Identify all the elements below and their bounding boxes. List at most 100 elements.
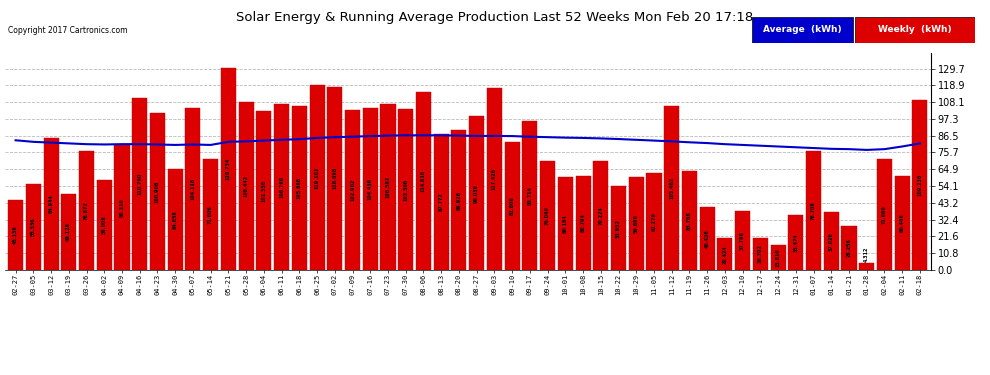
Text: 109.236: 109.236 (918, 174, 923, 196)
Text: 106.766: 106.766 (279, 176, 284, 198)
Bar (877, 159, 892, 270)
Text: 105.402: 105.402 (669, 177, 674, 199)
Text: 119.102: 119.102 (315, 166, 320, 189)
Text: 84.944: 84.944 (49, 195, 53, 213)
Bar (575, 176, 591, 270)
Text: 55.536: 55.536 (31, 217, 36, 236)
Text: 53.952: 53.952 (616, 219, 621, 237)
Text: 129.734: 129.734 (226, 158, 231, 180)
Bar (629, 177, 644, 270)
Text: Average  (kWh): Average (kWh) (763, 26, 841, 34)
Bar (398, 109, 413, 270)
Bar (913, 100, 928, 270)
Text: 49.128: 49.128 (66, 222, 71, 241)
Bar (97, 180, 112, 270)
Text: 37.796: 37.796 (741, 231, 745, 250)
Text: 70.224: 70.224 (598, 206, 603, 225)
Bar (115, 145, 130, 270)
Bar (61, 194, 76, 270)
Text: 37.026: 37.026 (829, 232, 834, 251)
Bar (256, 111, 271, 270)
Text: 58.008: 58.008 (102, 216, 107, 234)
Text: 99.036: 99.036 (474, 184, 479, 203)
Bar (221, 69, 236, 270)
Bar (185, 108, 200, 270)
Text: 60.446: 60.446 (900, 214, 905, 232)
Bar (487, 88, 502, 270)
Text: 35.474: 35.474 (793, 233, 798, 252)
Text: 82.606: 82.606 (510, 196, 515, 215)
Bar (664, 106, 679, 270)
Bar (26, 184, 41, 270)
Text: 60.794: 60.794 (580, 213, 585, 232)
Text: 20.702: 20.702 (758, 244, 763, 263)
Text: 80.310: 80.310 (120, 198, 125, 217)
Text: 20.424: 20.424 (723, 245, 728, 264)
Bar (842, 226, 856, 270)
FancyBboxPatch shape (855, 17, 975, 43)
Bar (451, 130, 466, 270)
Bar (557, 177, 573, 270)
Bar (682, 171, 697, 270)
Bar (646, 173, 661, 270)
Bar (700, 207, 715, 270)
Bar (523, 121, 538, 270)
Text: 87.772: 87.772 (439, 192, 444, 211)
Text: 110.790: 110.790 (138, 173, 143, 195)
Bar (806, 151, 821, 270)
Bar (362, 108, 378, 270)
Bar (505, 142, 520, 270)
Bar (416, 92, 431, 270)
Text: 117.426: 117.426 (492, 168, 497, 190)
Bar (310, 85, 325, 270)
Bar (434, 134, 448, 270)
Text: 114.816: 114.816 (421, 170, 426, 192)
Text: 95.714: 95.714 (528, 186, 533, 205)
Bar (203, 159, 218, 270)
Bar (44, 138, 58, 270)
Text: Copyright 2017 Cartronics.com: Copyright 2017 Cartronics.com (8, 26, 128, 35)
FancyBboxPatch shape (752, 17, 852, 43)
Text: 104.456: 104.456 (367, 178, 373, 200)
Bar (859, 263, 874, 270)
Text: 118.098: 118.098 (333, 167, 338, 189)
Bar (292, 106, 307, 270)
Text: 100.906: 100.906 (155, 180, 160, 203)
Bar (752, 238, 768, 270)
Bar (380, 104, 396, 270)
Bar (718, 238, 733, 270)
Text: 105.668: 105.668 (297, 177, 302, 199)
Text: 89.926: 89.926 (456, 190, 461, 210)
Text: 71.660: 71.660 (882, 205, 887, 224)
Bar (770, 246, 786, 270)
Bar (133, 98, 148, 270)
Bar (895, 176, 910, 270)
Text: 45.136: 45.136 (13, 226, 18, 245)
Text: 28.256: 28.256 (846, 238, 851, 257)
Bar (611, 186, 626, 270)
Bar (736, 211, 750, 270)
Text: Solar Energy & Running Average Production Last 52 Weeks Mon Feb 20 17:18: Solar Energy & Running Average Productio… (237, 11, 753, 24)
Text: 60.164: 60.164 (562, 214, 568, 232)
Bar (79, 151, 94, 270)
Text: 70.040: 70.040 (545, 206, 550, 225)
Bar (239, 102, 253, 270)
Text: 102.358: 102.358 (261, 179, 266, 201)
Bar (8, 200, 23, 270)
Text: 63.788: 63.788 (687, 211, 692, 230)
Bar (824, 213, 839, 270)
Text: 64.858: 64.858 (172, 210, 177, 229)
Text: Weekly  (kWh): Weekly (kWh) (878, 26, 951, 34)
Bar (167, 169, 183, 270)
Text: 103.506: 103.506 (403, 178, 408, 201)
Text: 104.118: 104.118 (190, 178, 195, 200)
Bar (274, 104, 289, 270)
Text: 71.606: 71.606 (208, 205, 213, 224)
Text: 76.872: 76.872 (84, 201, 89, 220)
Bar (593, 161, 608, 270)
Text: 106.592: 106.592 (385, 176, 390, 198)
Bar (788, 215, 803, 270)
Text: 62.270: 62.270 (651, 212, 656, 231)
Bar (149, 113, 165, 270)
Bar (345, 110, 360, 270)
